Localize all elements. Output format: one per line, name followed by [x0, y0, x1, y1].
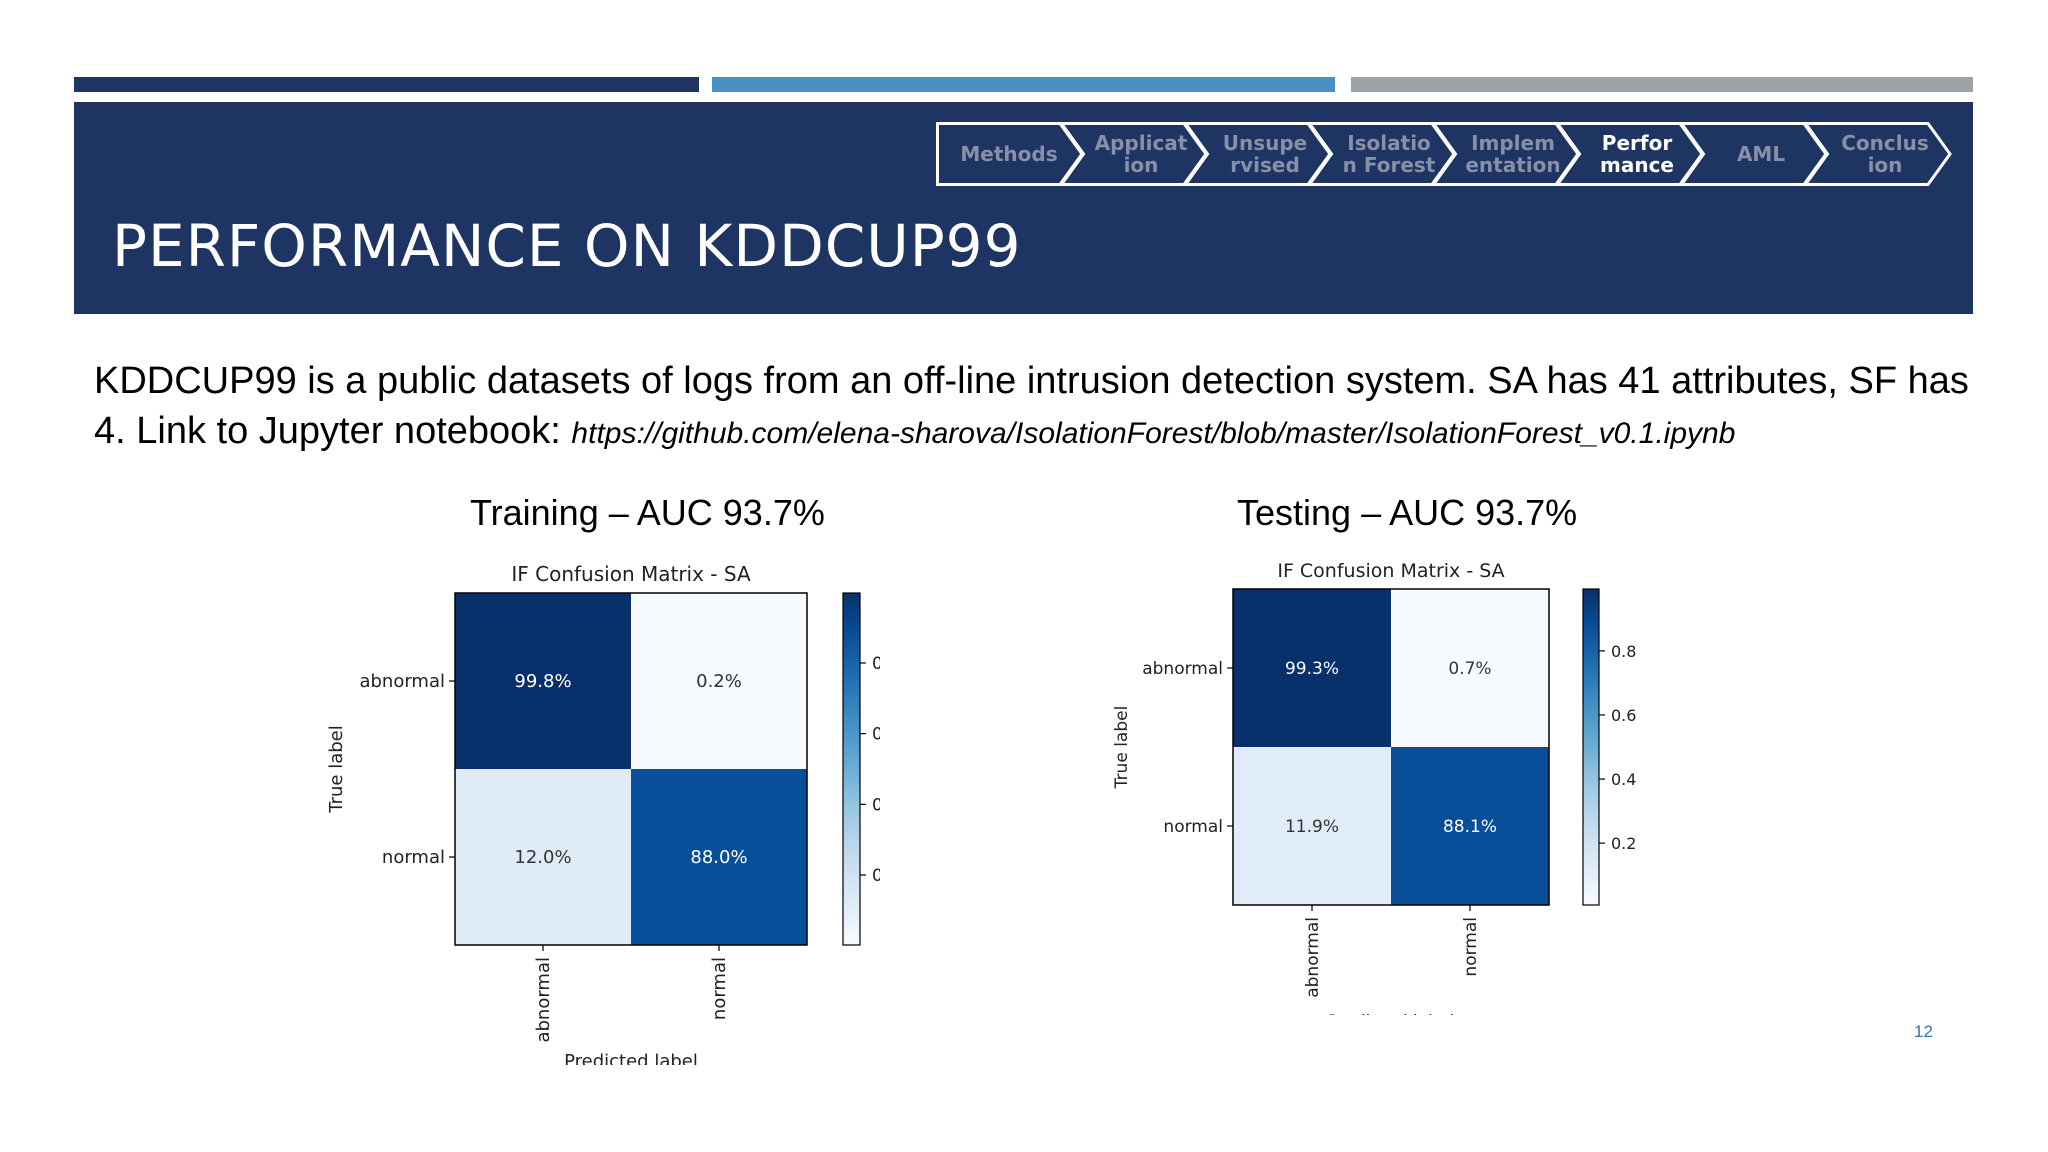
cell-label: 0.7% [1448, 659, 1491, 679]
y-tick-label: normal [382, 847, 445, 868]
accent-bar-3 [1351, 77, 1973, 92]
x-tick-label: abnormal [533, 957, 554, 1043]
chart-title: IF Confusion Matrix - SA [511, 562, 751, 586]
matrix-cell [1391, 747, 1549, 905]
colorbar [842, 592, 861, 946]
cell-label: 99.3% [1285, 659, 1339, 679]
page-number: 12 [1914, 1022, 1933, 1041]
training-confusion-matrix: IF Confusion Matrix - SA 99.8% 0.2% 12.0% 88… [326, 562, 880, 1065]
nav-step-7[interactable]: Conclus ion [1804, 122, 1960, 186]
description-line: KDDCUP99 is a public datasets of logs fr… [94, 360, 1969, 452]
colorbar-tick-label: 0.8 [1611, 642, 1636, 661]
y-axis-label: True label [1112, 706, 1132, 790]
y-axis-label: True label [326, 725, 347, 814]
accent-bar-2 [712, 77, 1335, 92]
x-axis-label: Predicted label [1328, 1012, 1454, 1015]
y-tick-label: normal [1163, 817, 1223, 837]
testing-subtitle: Testing – AUC 93.7% [1237, 492, 1578, 533]
nav-label: Conclus ion [1841, 131, 1929, 177]
y-tick-label: abnormal [1142, 659, 1223, 679]
cell-label: 88.0% [690, 847, 747, 868]
cell-label: 0.2% [696, 671, 742, 692]
colorbar-tick-label: 0.2 [872, 866, 880, 886]
chevron-shape [1804, 122, 1952, 186]
nav-label: Methods [960, 142, 1058, 166]
cell-label: 99.8% [514, 671, 571, 692]
chart-title: IF Confusion Matrix - SA [1277, 560, 1504, 582]
cell-label: 12.0% [514, 847, 571, 868]
colorbar-tick-label: 0.4 [1611, 770, 1636, 789]
matrix-cell [455, 593, 631, 769]
colorbar-tick-label: 0.6 [1611, 706, 1636, 725]
cell-label: 11.9% [1285, 817, 1339, 837]
page-title: PERFORMANCE ON KDDCUP99 [112, 212, 1022, 280]
cell-label: 88.1% [1443, 817, 1497, 837]
colorbar-tick-label: 0.8 [872, 654, 880, 674]
matrix-cell [631, 593, 807, 769]
matrix-cell [631, 769, 807, 945]
matrix-frame [454, 592, 808, 946]
nav-label: Implem entation [1465, 131, 1561, 177]
training-subtitle: Training – AUC 93.7% [470, 492, 825, 533]
matrix-cell [1233, 747, 1391, 905]
colorbar-tick-label: 0.6 [872, 725, 880, 745]
slide-header: PERFORMANCE ON KDDCUP99 Methods Applicat … [74, 102, 1973, 314]
matrix-cell [455, 769, 631, 945]
testing-confusion-matrix: IF Confusion Matrix - SA 99.3% 0.7% 11.9% 88… [1112, 560, 1636, 1015]
x-tick-label: abnormal [1303, 917, 1323, 998]
y-tick-label: abnormal [359, 671, 445, 692]
matrix-frame [1232, 588, 1550, 906]
matrix-cell [1391, 589, 1549, 747]
notebook-link[interactable]: https://github.com/elena-sharova/Isolati… [571, 417, 1736, 450]
colorbar-tick-label: 0.4 [872, 795, 880, 815]
nav-label: AML [1736, 142, 1786, 166]
nav-label: Unsupe rvised [1222, 131, 1308, 177]
accent-bar-1 [74, 77, 699, 92]
x-axis-label: Predicted label [564, 1051, 698, 1065]
matrix-cell [1233, 589, 1391, 747]
colorbar-tick-label: 0.2 [1611, 834, 1636, 853]
colorbar [1582, 588, 1600, 906]
nav-label: Isolatio n Forest [1342, 131, 1436, 177]
nav-label: Applicat ion [1094, 131, 1188, 177]
nav-label: Perfor mance [1600, 131, 1674, 177]
x-tick-label: normal [1461, 917, 1481, 977]
x-tick-label: normal [709, 957, 730, 1020]
description-text: KDDCUP99 is a public datasets of logs fr… [94, 356, 1974, 459]
